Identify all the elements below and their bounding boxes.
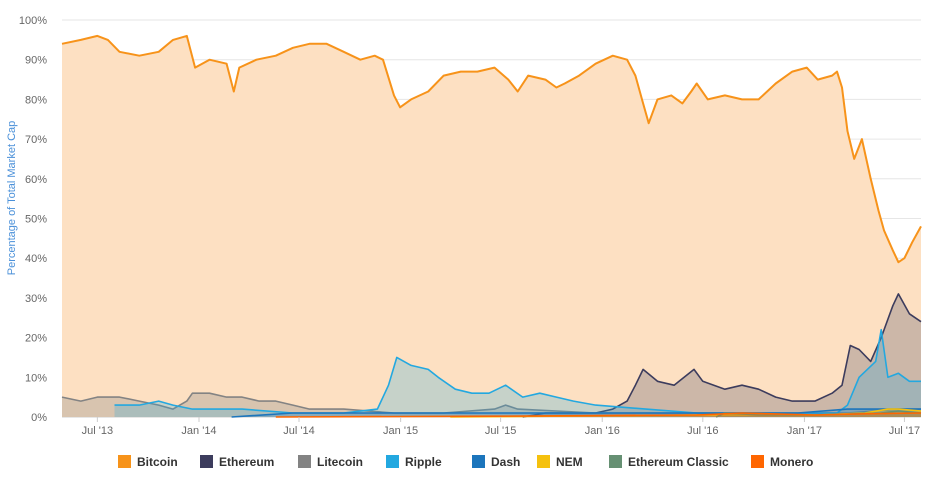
x-tick-label: Jan '14 [181,425,216,437]
legend-item-ethereum-classic[interactable]: Ethereum Classic [609,455,729,469]
series-line-litecoin [61,392,921,414]
x-tick-label: Jul '13 [82,425,113,437]
y-axis-label: Percentage of Total Market Cap [6,121,18,276]
y-tick-label: 100% [19,15,47,27]
legend-item-litecoin[interactable]: Litecoin [298,455,363,469]
y-tick-label: 10% [25,372,47,384]
series-area-ethereum [522,293,921,417]
legend-swatch [537,455,550,468]
legend-label: NEM [556,455,583,469]
y-tick-label: 20% [25,333,47,345]
x-tick-label: Jul '16 [687,425,718,437]
series-area-bitcoin [62,35,921,418]
series-line-ripple [114,328,921,414]
x-axis-ticks: Jul '13 Jan '14 Jul '14 Jan '15 Jul '15 Jan '… [82,417,920,437]
x-tick-label: Jul '17 [889,425,920,437]
x-tick-label: Jul '14 [283,425,314,437]
series-areas [61,34,922,418]
legend-label: Bitcoin [137,455,178,469]
x-tick-label: Jan '17 [787,425,822,437]
legend-swatch [386,455,399,468]
y-tick-label: 0% [31,412,47,424]
legend-swatch [751,455,764,468]
legend-swatch [472,455,485,468]
series-line-bitcoin [61,34,922,264]
y-tick-label: 40% [25,253,47,265]
x-tick-label: Jan '15 [383,425,418,437]
legend-label: Litecoin [317,455,363,469]
series-line-monero [275,412,922,418]
legend-label: Ethereum [219,455,274,469]
legend-swatch [609,455,622,468]
y-tick-label: 80% [25,94,47,106]
y-tick-label: 90% [25,55,47,67]
y-tick-label: 70% [25,134,47,146]
legend-item-bitcoin[interactable]: Bitcoin [118,455,178,469]
legend-item-dash[interactable]: Dash [472,455,520,469]
y-tick-label: 50% [25,214,47,226]
legend: Bitcoin Ethereum Litecoin Ripple Dash NEM Ethe… [118,455,813,469]
legend-swatch [118,455,131,468]
y-tick-label: 30% [25,293,47,305]
y-axis-ticks: 0% 10% 20% 30% 40% 50% 60% 70% 80% 90% 100% [19,15,47,424]
legend-item-ethereum[interactable]: Ethereum [200,455,274,469]
series-area-ripple [114,329,921,417]
x-tick-label: Jan '16 [585,425,620,437]
legend-label: Monero [770,455,813,469]
legend-swatch [298,455,311,468]
legend-label: Ethereum Classic [628,455,729,469]
legend-item-monero[interactable]: Monero [751,455,813,469]
y-tick-label: 60% [25,174,47,186]
legend-item-nem[interactable]: NEM [537,455,583,469]
legend-swatch [200,455,213,468]
legend-item-ripple[interactable]: Ripple [386,455,442,469]
x-tick-label: Jul '15 [485,425,516,437]
legend-label: Ripple [405,455,442,469]
legend-label: Dash [491,455,520,469]
